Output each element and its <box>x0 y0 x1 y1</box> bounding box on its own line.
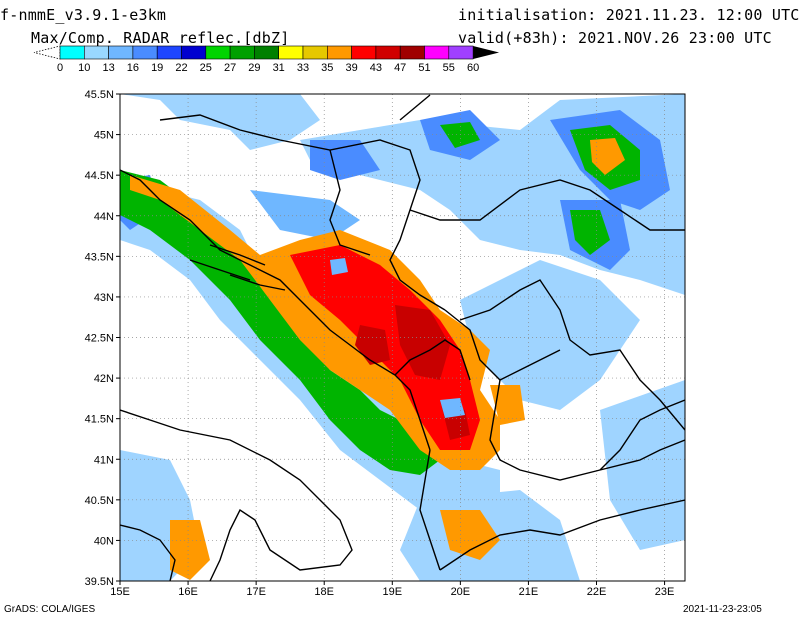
colorbar-box <box>278 45 304 60</box>
lat-label: 45N <box>94 130 114 142</box>
precip-orange-ne <box>590 138 625 175</box>
colorbar-label: 19 <box>151 62 163 74</box>
colorbar-labels: 0 10 13 16 19 22 25 27 29 31 33 35 39 43 47 51 55 60 <box>57 62 479 74</box>
footer-credit: GrADS: COLA/IGES <box>4 604 96 615</box>
lat-label: 41.5N <box>85 414 114 426</box>
colorbar-label: 31 <box>273 62 285 74</box>
colorbar-label: 35 <box>321 62 333 74</box>
montenegro-border <box>394 339 471 381</box>
colorbar-label: 10 <box>78 62 90 74</box>
colorbar-box <box>132 45 158 60</box>
lat-label: 39.5N <box>85 576 114 588</box>
product-title: Max/Comp. RADAR reflec.[dbZ] <box>31 29 290 47</box>
lon-label: 18E <box>314 586 334 598</box>
lon-label: 22E <box>587 586 607 598</box>
lat-label: 43N <box>94 292 114 304</box>
footer-timestamp: 2021-11-23-23:05 <box>683 604 762 615</box>
bosnia-inner <box>329 149 371 256</box>
serbia-east <box>459 279 685 431</box>
serbia-border <box>409 179 685 231</box>
colorbar-box <box>399 45 425 60</box>
model-title: f-nmmE_v3.9.1-e3km <box>0 6 167 24</box>
croatia-coast <box>120 169 431 451</box>
colorbar-box <box>229 45 255 60</box>
colorbar-box <box>59 45 85 60</box>
lat-label: 40N <box>94 535 114 547</box>
colorbar-label: 55 <box>443 62 455 74</box>
colorbar-box <box>181 45 207 60</box>
lon-label: 23E <box>655 586 675 598</box>
colorbar-low-arrow <box>33 45 61 60</box>
hungary-border <box>399 94 431 121</box>
lon-label: 20E <box>451 586 471 598</box>
colorbar-label: 22 <box>175 62 187 74</box>
lat-label: 42N <box>94 373 114 385</box>
coastlines-borders <box>120 94 685 581</box>
colorbar-label: 60 <box>467 62 479 74</box>
valid-time: valid(+83h): 2021.NOV.26 23:00 UTC <box>458 29 772 47</box>
italy-coast <box>120 409 353 581</box>
colorbar-box <box>302 45 328 60</box>
radar-map: 45.5N 45N 44.5N 44N 43.5N 43N 42.5N 42N 41.5N 41N… <box>85 89 686 598</box>
colorbar-box <box>254 45 279 60</box>
colorbar-label: 0 <box>57 62 63 74</box>
precip-coastal-green <box>120 170 440 475</box>
colorbar-boxes <box>33 45 500 60</box>
italy-heel <box>120 524 176 581</box>
croatia-bosnia-border <box>159 114 446 311</box>
colorbar-legend: 0 10 13 16 19 22 25 27 29 31 33 35 39 43 47 51 55 60 <box>33 45 500 74</box>
initialisation-time: initialisation: 2021.11.23. 12:00 UTC <box>458 6 800 24</box>
colorbar-label: 16 <box>127 62 139 74</box>
albania-coast <box>419 449 441 571</box>
colorbar-box <box>108 45 134 60</box>
lat-label: 44.5N <box>85 170 114 182</box>
croatia-islands <box>189 244 286 291</box>
colorbar-box <box>448 45 474 60</box>
colorbar-label: 43 <box>370 62 382 74</box>
colorbar-box <box>351 45 377 60</box>
colorbar-box <box>156 45 182 60</box>
colorbar-box <box>424 45 450 60</box>
lon-label: 19E <box>383 586 403 598</box>
colorbar-box <box>375 45 401 60</box>
latitude-labels: 45.5N 45N 44.5N 44N 43.5N 43N 42.5N 42N 41.5N 41N… <box>85 89 120 588</box>
lat-label: 43.5N <box>85 251 114 263</box>
lon-label: 21E <box>519 586 539 598</box>
macedonia-border <box>489 379 685 481</box>
colorbar-label: 29 <box>248 62 260 74</box>
precip-main-orange <box>130 175 525 580</box>
bulgaria-border <box>599 399 685 471</box>
precip-light-spots <box>330 258 465 418</box>
colorbar-label: 47 <box>394 62 406 74</box>
longitude-labels: 15E 16E 17E 18E 19E 20E 21E 22E 23E <box>110 581 674 598</box>
lat-label: 45.5N <box>85 89 114 101</box>
lat-label: 40.5N <box>85 495 114 507</box>
colorbar-box <box>326 45 352 60</box>
colorbar-label: 33 <box>297 62 309 74</box>
colorbar-box <box>205 45 231 60</box>
colorbar-label: 51 <box>418 62 430 74</box>
lat-label: 44N <box>94 211 114 223</box>
lat-label: 41N <box>94 454 114 466</box>
lon-label: 17E <box>246 586 266 598</box>
colorbar-label: 25 <box>200 62 212 74</box>
colorbar-box <box>84 45 109 60</box>
lon-label: 16E <box>178 586 198 598</box>
colorbar-label: 27 <box>224 62 236 74</box>
colorbar-label: 13 <box>102 62 114 74</box>
lon-label: 15E <box>110 586 130 598</box>
colorbar-label: 39 <box>345 62 357 74</box>
greece-border <box>439 499 685 571</box>
lat-label: 42.5N <box>85 333 114 345</box>
colorbar-high-arrow <box>473 46 500 59</box>
